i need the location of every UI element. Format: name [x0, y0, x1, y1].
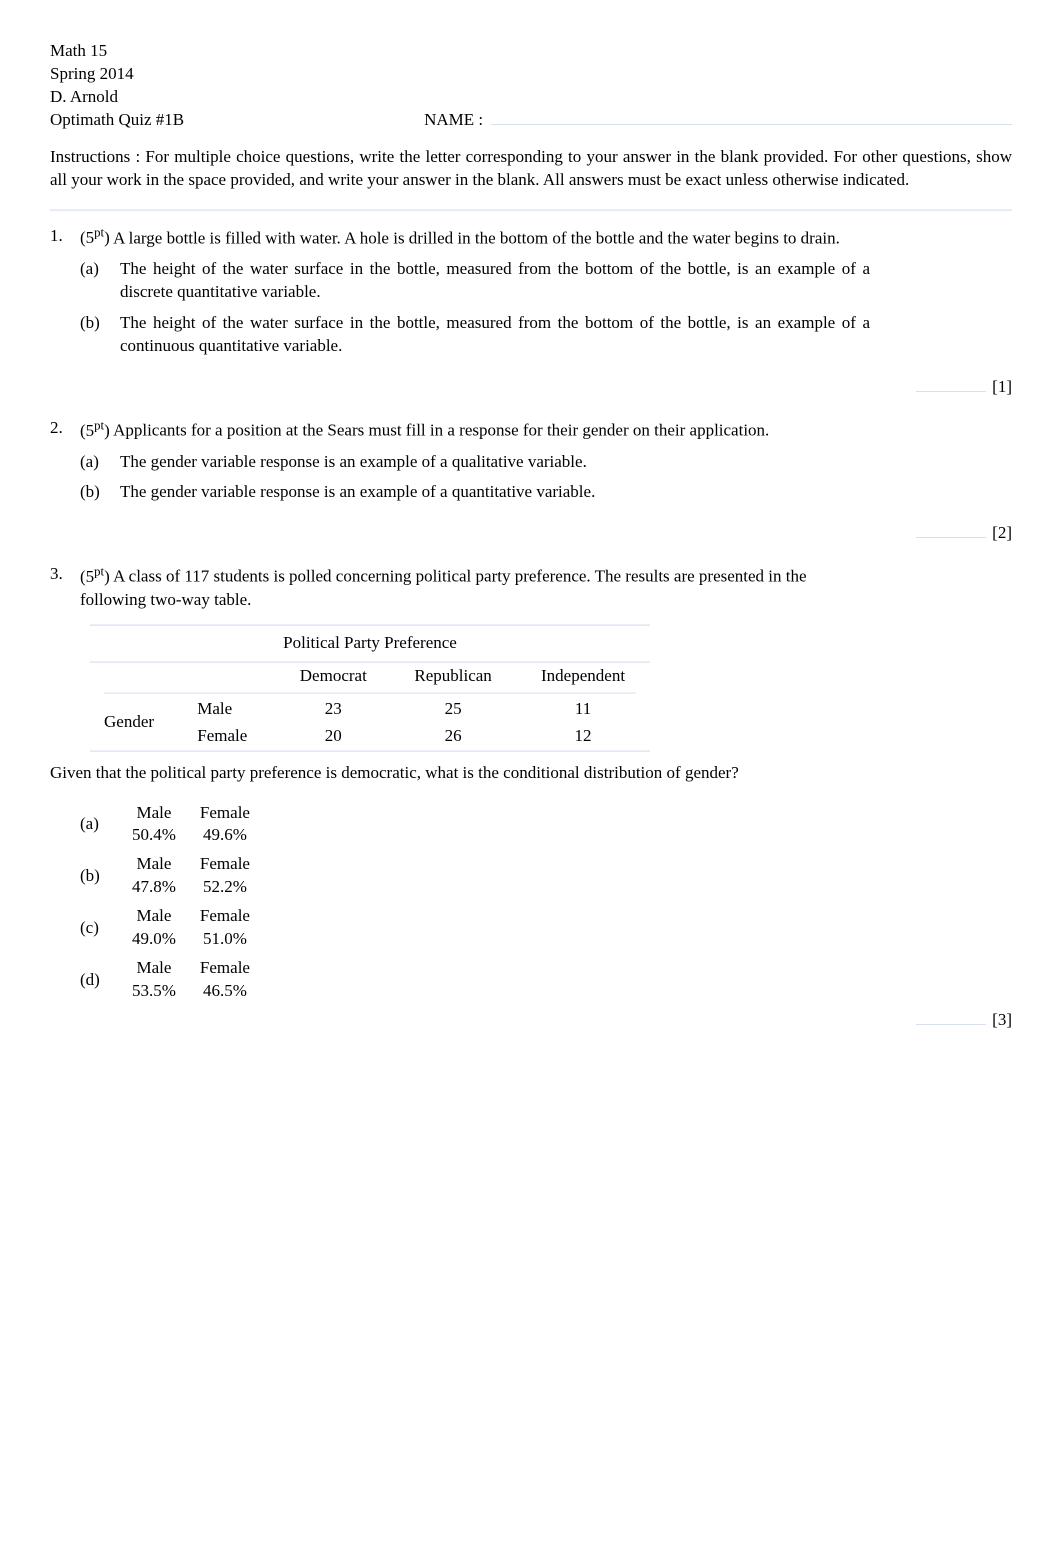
- dist-option-b: (b) Male Female 47.8% 52.2%: [80, 853, 1012, 899]
- table-cell: 11: [516, 696, 650, 723]
- question-points: (5pt): [80, 567, 113, 586]
- dist-value: 51.0%: [188, 928, 262, 951]
- course-code: Math 15: [50, 40, 1012, 63]
- divider: [50, 209, 1012, 211]
- col-header: Democrat: [277, 663, 391, 690]
- row-label: Female: [183, 723, 276, 750]
- dist-header: Female: [188, 957, 262, 980]
- option-label: (b): [80, 481, 120, 504]
- distribution-options: (a) Male Female 50.4% 49.6% (b) Male Fem…: [50, 802, 1012, 1004]
- question-text: A large bottle is filled with water. A h…: [113, 228, 840, 247]
- option-label: (b): [80, 312, 120, 358]
- dist-option-c: (c) Male Female 49.0% 51.0%: [80, 905, 1012, 951]
- dist-header: Male: [120, 802, 188, 825]
- table-header-row: Democrat Republican Independent: [90, 663, 650, 690]
- option-text: The height of the water surface in the b…: [120, 258, 870, 304]
- term: Spring 2014: [50, 63, 1012, 86]
- col-header: Independent: [516, 663, 650, 690]
- question-points: (5pt): [80, 421, 113, 440]
- instructor: D. Arnold: [50, 86, 1012, 109]
- data-table: Democrat Republican Independent Gender M…: [90, 663, 650, 750]
- table-cell: 25: [390, 696, 516, 723]
- option-text: The gender variable response is an examp…: [120, 451, 870, 474]
- name-blank-line: [491, 110, 1012, 125]
- dist-value: 47.8%: [120, 876, 188, 899]
- conditional-question: Given that the political party preferenc…: [50, 762, 870, 785]
- question-points: (5pt): [80, 228, 113, 247]
- dist-header: Male: [120, 957, 188, 980]
- answer-line: [916, 379, 986, 392]
- dist-value: 52.2%: [188, 876, 262, 899]
- question-3: 3. (5pt) A class of 117 students is poll…: [50, 563, 870, 612]
- table-rule: [90, 750, 650, 752]
- answer-tag: [1]: [992, 376, 1012, 399]
- option-label: (c): [80, 917, 120, 940]
- answer-line: [916, 1012, 986, 1025]
- dist-option-table: Male Female 53.5% 46.5%: [120, 957, 262, 1003]
- question-2-option-b: (b) The gender variable response is an e…: [80, 481, 870, 504]
- row-label: Male: [183, 696, 276, 723]
- answer-blank-1: [1]: [50, 376, 1012, 399]
- question-1: 1. (5pt) A large bottle is filled with w…: [50, 225, 870, 366]
- answer-blank-3: [3]: [50, 1009, 1012, 1032]
- document-header: Math 15 Spring 2014 D. Arnold Optimath Q…: [50, 40, 1012, 132]
- instructions: Instructions : For multiple choice quest…: [50, 146, 1012, 192]
- table-row: Gender Male 23 25 11: [90, 696, 650, 723]
- question-1-option-b: (b) The height of the water surface in t…: [80, 312, 870, 358]
- dist-value: 50.4%: [120, 824, 188, 847]
- option-label: (a): [80, 451, 120, 474]
- dist-value: 46.5%: [188, 980, 262, 1003]
- question-2: 2. (5pt) Applicants for a position at th…: [50, 417, 870, 512]
- quiz-title: Optimath Quiz #1B: [50, 109, 184, 132]
- questions-block: 1. (5pt) A large bottle is filled with w…: [50, 225, 1012, 1032]
- option-label: (d): [80, 969, 120, 992]
- option-label: (a): [80, 258, 120, 304]
- dist-value: 53.5%: [120, 980, 188, 1003]
- row-group-label: Gender: [90, 696, 183, 750]
- table-title: Political Party Preference: [90, 626, 650, 661]
- instructions-text: : For multiple choice questions, write t…: [50, 147, 1012, 189]
- table-cell: 20: [277, 723, 391, 750]
- question-number: 3.: [50, 563, 80, 612]
- table-cell: 23: [277, 696, 391, 723]
- dist-header: Male: [120, 905, 188, 928]
- instructions-label: Instructions: [50, 147, 130, 166]
- name-label: NAME :: [424, 109, 483, 132]
- question-2-option-a: (a) The gender variable response is an e…: [80, 451, 870, 474]
- answer-blank-2: [2]: [50, 522, 1012, 545]
- table-cell: 26: [390, 723, 516, 750]
- question-text: A class of 117 students is polled concer…: [80, 567, 807, 609]
- dist-value: 49.0%: [120, 928, 188, 951]
- dist-option-table: Male Female 49.0% 51.0%: [120, 905, 262, 951]
- question-text: Applicants for a position at the Sears m…: [113, 421, 769, 440]
- option-text: The height of the water surface in the b…: [120, 312, 870, 358]
- dist-header: Female: [188, 853, 262, 876]
- two-way-table: Political Party Preference Democrat Repu…: [90, 624, 650, 752]
- dist-option-a: (a) Male Female 50.4% 49.6%: [80, 802, 1012, 848]
- question-number: 1.: [50, 225, 80, 366]
- col-header: Republican: [390, 663, 516, 690]
- dist-header: Female: [188, 802, 262, 825]
- option-label: (b): [80, 865, 120, 888]
- answer-tag: [3]: [992, 1009, 1012, 1032]
- option-label: (a): [80, 813, 120, 836]
- dist-header: Female: [188, 905, 262, 928]
- dist-option-d: (d) Male Female 53.5% 46.5%: [80, 957, 1012, 1003]
- table-cell: 12: [516, 723, 650, 750]
- dist-value: 49.6%: [188, 824, 262, 847]
- question-1-option-a: (a) The height of the water surface in t…: [80, 258, 870, 304]
- answer-line: [916, 525, 986, 538]
- dist-option-table: Male Female 50.4% 49.6%: [120, 802, 262, 848]
- option-text: The gender variable response is an examp…: [120, 481, 870, 504]
- dist-option-table: Male Female 47.8% 52.2%: [120, 853, 262, 899]
- answer-tag: [2]: [992, 522, 1012, 545]
- question-number: 2.: [50, 417, 80, 512]
- dist-header: Male: [120, 853, 188, 876]
